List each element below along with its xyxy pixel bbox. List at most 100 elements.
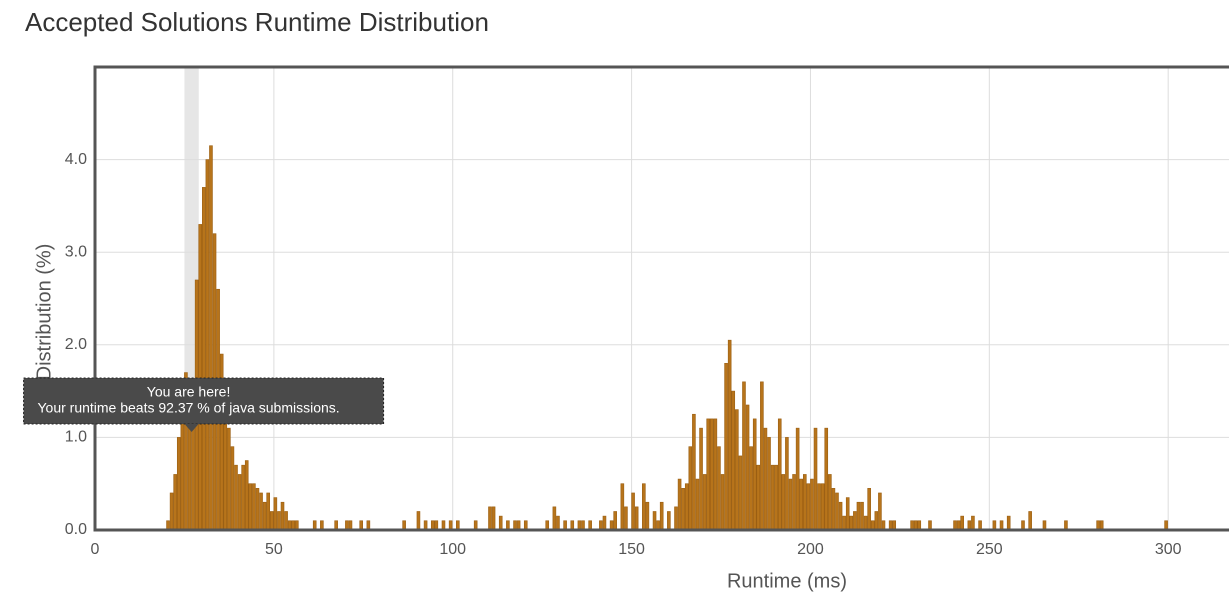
x-tick-label: 200: [797, 541, 824, 558]
y-tick-label: 0.0: [65, 521, 87, 538]
bar: [831, 488, 836, 531]
bar: [845, 497, 850, 531]
bar: [735, 409, 739, 531]
bar: [1006, 515, 1011, 531]
bar: [781, 474, 786, 531]
bar: [874, 511, 879, 531]
bar: [262, 501, 267, 531]
bar: [284, 511, 288, 531]
bar: [749, 446, 753, 531]
bar: [684, 483, 689, 531]
bar: [416, 511, 421, 531]
bar: [713, 418, 718, 531]
bar: [659, 501, 664, 531]
bar: [244, 460, 249, 531]
bar: [828, 474, 832, 531]
x-axis-label: Runtime (ms): [727, 570, 847, 592]
bar: [552, 506, 557, 531]
bar: [835, 492, 839, 531]
tooltip-text: Your runtime beats 92.37 % of java submi…: [37, 400, 339, 416]
bar: [674, 506, 678, 531]
tooltip-arrow: [184, 424, 199, 432]
bar: [176, 437, 181, 531]
bar: [602, 515, 607, 531]
bar: [971, 515, 975, 531]
bar: [756, 464, 761, 531]
bar: [227, 427, 231, 531]
bar: [677, 478, 682, 531]
bar: [817, 483, 821, 531]
bar: [842, 515, 846, 531]
bar: [556, 515, 560, 531]
bar: [806, 483, 811, 531]
bar: [498, 515, 503, 531]
bar: [237, 474, 242, 531]
x-tick-label: 0: [91, 541, 100, 558]
bar: [266, 492, 270, 531]
bar: [252, 483, 256, 531]
x-tick-label: 100: [439, 541, 466, 558]
bar: [699, 427, 703, 531]
bar: [688, 446, 693, 531]
y-tick-label: 3.0: [65, 243, 87, 260]
y-axis-label: Distribution (%): [33, 244, 55, 381]
bar: [645, 501, 650, 531]
bar: [799, 478, 804, 531]
plot-frame: [93, 65, 1229, 532]
bar: [760, 381, 764, 531]
bar: [198, 224, 203, 531]
bar: [642, 483, 646, 531]
bar: [717, 446, 721, 531]
bar: [960, 515, 964, 531]
bar: [248, 483, 253, 531]
bar: [803, 474, 807, 531]
bar: [731, 390, 736, 531]
bar: [202, 187, 206, 531]
bar: [792, 474, 796, 531]
bar: [752, 418, 757, 531]
bar: [777, 418, 782, 531]
chart-title: Accepted Solutions Runtime Distribution: [25, 7, 489, 37]
bar: [856, 501, 861, 531]
bar: [277, 511, 281, 531]
bar: [709, 418, 714, 531]
bar: [205, 159, 210, 531]
bar: [234, 464, 238, 531]
bar: [255, 488, 260, 531]
bar: [860, 501, 864, 531]
bar: [631, 492, 635, 531]
bar: [1028, 511, 1032, 531]
bar: [269, 511, 274, 531]
bar: [738, 455, 743, 531]
x-tick-label: 300: [1155, 541, 1182, 558]
bar: [795, 427, 800, 531]
bar: [727, 339, 732, 531]
bar: [620, 483, 625, 531]
bar: [491, 506, 496, 531]
bar: [720, 474, 725, 531]
bar: [742, 381, 746, 531]
tooltip-title: You are here!: [147, 384, 231, 400]
bar: [774, 464, 778, 531]
bar: [667, 511, 671, 531]
x-tick-label: 250: [976, 541, 1003, 558]
tooltip: You are here!Your runtime beats 92.37 % …: [23, 377, 385, 432]
bar: [849, 515, 854, 531]
bar: [624, 506, 628, 531]
bar: [173, 474, 177, 531]
y-tick-label: 4.0: [65, 151, 87, 168]
bar: [209, 145, 213, 531]
bar: [867, 488, 871, 531]
x-tick-label: 150: [618, 541, 645, 558]
tooltip-box: [23, 377, 385, 425]
bar: [770, 464, 775, 531]
bar: [613, 511, 617, 531]
bar: [692, 413, 696, 531]
bar: [702, 474, 707, 531]
bar: [652, 511, 657, 531]
bar: [634, 506, 639, 531]
bar: [767, 437, 771, 531]
bar: [488, 506, 492, 531]
bar: [706, 418, 710, 531]
